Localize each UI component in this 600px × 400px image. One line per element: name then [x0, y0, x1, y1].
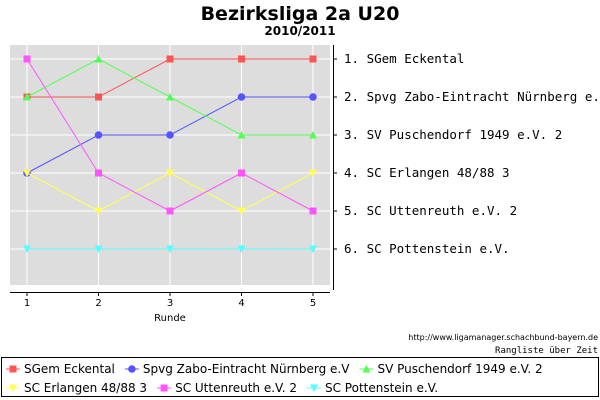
data-point-s6-x2: [94, 245, 103, 253]
data-point-s6-x3: [166, 245, 174, 253]
data-point-s4-x4: [237, 207, 246, 215]
data-point-s5-x1: [23, 55, 31, 63]
legend-marker-6: [309, 384, 318, 392]
data-point-s6-x5: [309, 245, 317, 253]
series-group: [23, 55, 317, 253]
rank-label-4: 4. SC Erlangen 48/88 3: [344, 165, 510, 180]
chart-title: Bezirksliga 2a U20: [201, 3, 400, 25]
data-point-s1-x3: [166, 55, 174, 63]
data-point-s4-x2: [94, 207, 103, 215]
rank-label-6: 6. SC Pottenstein e.V.: [344, 241, 510, 256]
rank-label-2: 2. Spvg Zabo-Eintracht Nürnberg e.V: [344, 89, 600, 104]
data-point-s4-x1: [23, 169, 31, 177]
data-point-s3-x1: [23, 93, 31, 101]
legend-marker-1: [9, 365, 17, 373]
data-point-s1-x5: [309, 55, 317, 63]
legend-marker-5: [160, 384, 168, 392]
x-tick-label-4: 4: [238, 298, 244, 309]
data-point-s5-x4: [238, 169, 245, 177]
data-point-s3-x3: [166, 93, 174, 101]
legend-marker-4: [9, 384, 17, 392]
legend: SGem Eckental Spvg Zabo-Eintracht Nürnber…: [6, 362, 543, 395]
data-point-s3-x2: [94, 55, 103, 63]
x-tick-label-2: 2: [95, 298, 101, 309]
data-point-s5-x5: [309, 207, 317, 215]
source-url: http://www.ligamanager.schachbund-bayern…: [408, 333, 598, 342]
x-tick-label-3: 3: [167, 298, 173, 309]
data-point-s6-x4: [237, 245, 246, 253]
x-axis-label: Runde: [154, 313, 186, 324]
data-point-s2-x3: [166, 131, 174, 139]
x-tick-label-1: 1: [24, 298, 30, 309]
rank-label-1: 1. SGem Eckental: [344, 51, 464, 66]
x-tick-labels: 1 2 3 4 5: [24, 298, 316, 309]
axes: [10, 45, 337, 296]
legend-label-3: SV Puschendorf 1949 e.V. 2: [377, 362, 542, 376]
x-tick-label-5: 5: [310, 298, 316, 309]
legend-label-4: SC Erlangen 48/88 3: [24, 381, 147, 395]
data-point-s2-x4: [237, 93, 246, 101]
data-point-s4-x3: [166, 169, 174, 177]
legend-marker-3: [362, 365, 371, 373]
data-point-s2-x5: [309, 93, 317, 101]
data-point-s5-x2: [95, 169, 102, 177]
data-point-s3-x5: [309, 131, 317, 139]
chart-subtitle: 2010/2011: [264, 24, 335, 38]
chart-caption: Rangliste über Zeit: [495, 346, 598, 356]
legend-label-5: SC Uttenreuth e.V. 2: [175, 381, 297, 395]
legend-box: [1, 357, 599, 397]
legend-label-6: SC Pottenstein e.V.: [325, 381, 438, 395]
rank-label-5: 5. SC Uttenreuth e.V. 2: [344, 203, 517, 218]
legend-label-2: Spvg Zabo-Eintracht Nürnberg e.V: [143, 362, 350, 376]
legend-marker-2: [128, 365, 136, 373]
data-point-s2-x2: [94, 131, 103, 139]
data-point-s5-x3: [166, 207, 174, 215]
legend-label-1: SGem Eckental: [24, 362, 115, 376]
data-point-s3-x4: [237, 131, 246, 139]
rank-label-3: 3. SV Puschendorf 1949 e.V. 2: [344, 127, 562, 142]
data-point-s1-x2: [95, 93, 102, 101]
data-point-s1-x4: [238, 55, 245, 63]
data-point-s4-x5: [309, 169, 317, 177]
rank-labels: 1. SGem Eckental 2. Spvg Zabo-Eintracht N…: [344, 51, 600, 256]
data-point-s6-x1: [23, 245, 31, 253]
